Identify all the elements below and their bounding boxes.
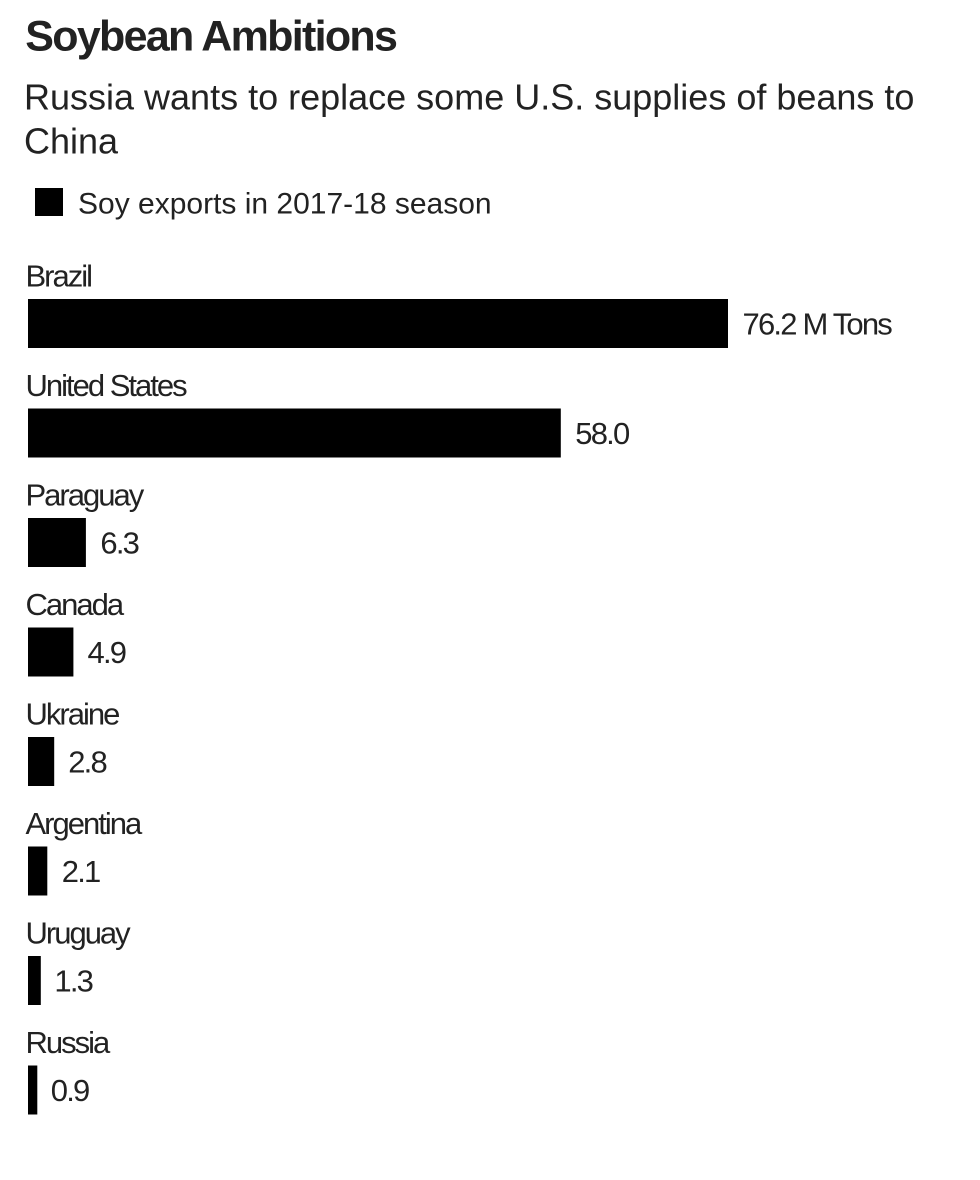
svg-text:Soy exports in 2017-18 season: Soy exports in 2017-18 season (78, 188, 492, 221)
svg-text:Ukraine: Ukraine (26, 697, 120, 732)
svg-text:Soybean Ambitions: Soybean Ambitions (25, 13, 397, 61)
svg-text:Brazil: Brazil (26, 259, 92, 294)
svg-text:4.9: 4.9 (88, 635, 126, 670)
svg-text:58.0: 58.0 (575, 416, 630, 451)
svg-text:76.2 M Tons: 76.2 M Tons (743, 307, 893, 342)
svg-text:Canada: Canada (26, 587, 125, 622)
svg-text:2.1: 2.1 (62, 854, 100, 889)
svg-text:Russia wants to replace some U: Russia wants to replace some U.S. suppli… (24, 77, 914, 118)
svg-text:Argentina: Argentina (26, 806, 143, 841)
svg-text:1.3: 1.3 (54, 964, 92, 999)
svg-text:0.9: 0.9 (51, 1073, 89, 1108)
svg-text:Uruguay: Uruguay (26, 916, 132, 951)
svg-text:2.8: 2.8 (68, 745, 106, 780)
svg-text:United States: United States (26, 368, 188, 403)
svg-text:China: China (24, 121, 119, 162)
svg-text:Russia: Russia (26, 1025, 112, 1060)
svg-text:6.3: 6.3 (100, 526, 138, 561)
svg-text:Paraguay: Paraguay (26, 478, 145, 513)
